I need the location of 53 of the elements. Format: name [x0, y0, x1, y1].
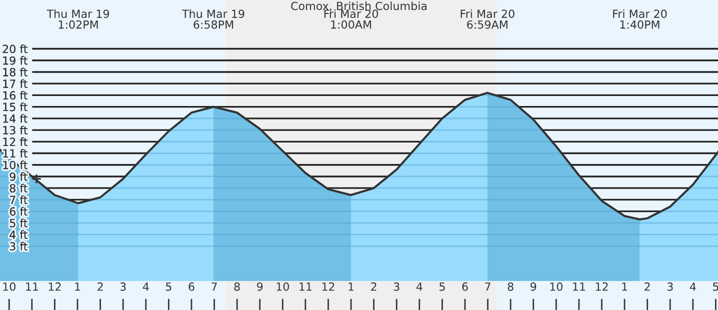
y-tick-label: 4 ft — [10, 230, 28, 239]
x-tick-label: 1 — [622, 282, 628, 291]
y-tick-label: 8 ft — [10, 184, 28, 192]
x-tick-label: 2 — [644, 282, 650, 291]
x-tick-label: 12 — [48, 282, 61, 291]
x-tick-label: 11 — [573, 282, 585, 291]
x-tick-label: 8 — [234, 282, 240, 291]
x-tick-label: 1 — [75, 282, 80, 291]
x-tick-label: 11 — [300, 282, 312, 291]
x-tick-label: 10 — [276, 282, 289, 291]
annotation: Thu Mar 19 6:58PM — [182, 9, 244, 29]
x-tick-label: 4 — [690, 282, 696, 291]
x-tick-label: 9 — [257, 282, 263, 291]
x-tick-label: 7 — [212, 282, 217, 291]
y-tick-label: 19 ft — [3, 56, 28, 65]
x-tick-label: 4 — [142, 282, 149, 291]
y-tick-label: 13 ft — [3, 126, 28, 134]
y-tick-label: 7 ft — [10, 195, 28, 204]
y-tick-label: 18 ft — [3, 68, 28, 76]
y-tick-label: 5 ft — [10, 218, 28, 228]
x-tick-label: 12 — [322, 282, 334, 291]
x-tick-label: 7 — [485, 282, 490, 291]
x-tick-label: 12 — [596, 282, 608, 291]
x-tick-label: 3 — [394, 282, 400, 291]
x-tick-label: 5 — [166, 282, 172, 291]
x-tick-label: 1 — [348, 282, 354, 291]
y-tick-label: 20 ft — [2, 44, 28, 54]
x-tick-label: 4 — [416, 282, 422, 291]
y-tick-label: 16 ft — [3, 90, 28, 100]
x-tick-label: 6 — [188, 282, 194, 291]
x-tick-label: 3 — [667, 282, 673, 291]
x-tick-label: 11 — [26, 282, 38, 291]
annotation: Fri Mar 20 1:40PM — [613, 9, 667, 29]
annotation: Thu Mar 19 1:02PM — [46, 9, 109, 29]
x-tick-label: 5 — [713, 282, 718, 291]
x-tick-label: 10 — [550, 282, 562, 291]
x-tick-label: 9 — [530, 282, 536, 291]
y-tick-label: 12 ft — [3, 137, 28, 146]
x-tick-label: 2 — [371, 282, 376, 291]
y-tick-label: 6 ft — [10, 207, 28, 216]
x-tick-label: 2 — [98, 282, 103, 291]
annotation: Fri Mar 20 1:00AM — [324, 9, 378, 29]
x-tick-label: 6 — [462, 282, 468, 291]
y-tick-label: 17 ft — [3, 79, 28, 88]
annotation: Fri Mar 20 6:59AM — [460, 9, 514, 29]
x-tick-label: 10 — [3, 282, 16, 291]
y-tick-label: 9 ft — [10, 172, 28, 181]
x-tick-label: 8 — [508, 282, 514, 291]
y-tick-label: 15 ft — [3, 102, 28, 112]
x-tick-label: 3 — [120, 282, 126, 291]
x-tick-label: 5 — [440, 282, 445, 291]
y-tick-label: 14 ft — [3, 114, 28, 123]
y-tick-label: 3 ft — [10, 242, 28, 251]
